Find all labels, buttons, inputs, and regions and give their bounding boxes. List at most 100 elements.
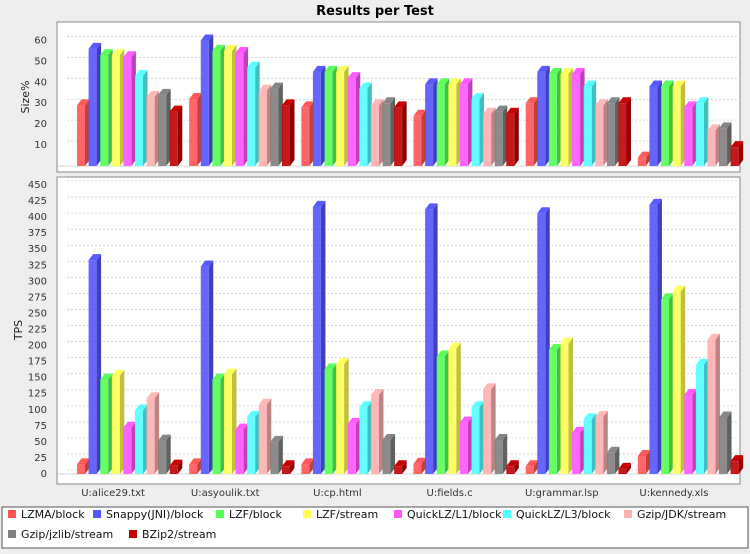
tps-bar bbox=[459, 416, 473, 474]
bar-top bbox=[258, 398, 272, 405]
bar-top bbox=[324, 65, 338, 72]
bar-side bbox=[533, 97, 539, 166]
size-bar bbox=[506, 107, 519, 166]
bar-side bbox=[614, 446, 620, 474]
bar-side bbox=[669, 80, 674, 166]
bar-top bbox=[548, 67, 562, 74]
bar-top bbox=[146, 392, 160, 399]
size-bar bbox=[88, 42, 102, 167]
bar-top bbox=[618, 97, 631, 104]
size-bar bbox=[595, 99, 608, 166]
size-bar bbox=[583, 80, 597, 166]
bar-side bbox=[289, 99, 295, 166]
bar-top bbox=[235, 47, 249, 54]
bar-top bbox=[719, 122, 732, 129]
bar-front bbox=[459, 422, 468, 474]
bar-side bbox=[556, 344, 562, 474]
tps-bar bbox=[312, 200, 326, 474]
bar-top bbox=[169, 105, 183, 112]
bar-front bbox=[77, 105, 85, 166]
tps-bar bbox=[548, 344, 562, 474]
bar-side bbox=[467, 416, 473, 474]
bar-side bbox=[320, 200, 326, 474]
bar-side bbox=[703, 97, 709, 166]
bar-side bbox=[738, 141, 744, 166]
bar-front bbox=[572, 432, 581, 474]
bar-top bbox=[212, 44, 225, 51]
bar-side bbox=[444, 350, 450, 474]
tps-bar bbox=[88, 254, 102, 474]
bar-side bbox=[390, 433, 396, 474]
bar-top bbox=[200, 34, 214, 41]
bar-front bbox=[672, 291, 681, 474]
bar-front bbox=[281, 105, 290, 166]
bar-front bbox=[436, 356, 445, 474]
bar-side bbox=[680, 285, 686, 474]
bar-side bbox=[514, 107, 519, 166]
bar-top bbox=[494, 433, 508, 440]
size-bar bbox=[459, 78, 473, 166]
bar-side bbox=[421, 109, 426, 166]
bar-top bbox=[347, 417, 361, 424]
bar-top bbox=[359, 82, 372, 89]
legend-entry: Gzip/JDK/stream bbox=[637, 508, 726, 521]
size-bar bbox=[471, 93, 484, 166]
bar-top bbox=[301, 458, 314, 465]
legend-swatch bbox=[8, 510, 16, 518]
bar-side bbox=[433, 78, 438, 166]
bar-side bbox=[243, 423, 249, 474]
tps-bar bbox=[135, 404, 148, 474]
bar-front bbox=[88, 260, 97, 474]
bar-top bbox=[606, 97, 620, 104]
bar-front bbox=[169, 111, 178, 166]
bar-front bbox=[100, 55, 109, 166]
bar-side bbox=[243, 47, 249, 167]
bar-front bbox=[77, 464, 85, 474]
bar-front bbox=[595, 105, 604, 166]
bar-side bbox=[355, 417, 361, 474]
bar-top bbox=[637, 450, 651, 457]
bar-top bbox=[158, 434, 171, 441]
tps-bar bbox=[77, 458, 90, 474]
bar-top bbox=[537, 65, 550, 72]
bar-side bbox=[727, 122, 732, 166]
tps-bar bbox=[595, 410, 608, 474]
bar-side bbox=[266, 398, 272, 474]
bar-side bbox=[278, 435, 283, 474]
tps-bar bbox=[425, 203, 438, 474]
bar-side bbox=[85, 99, 90, 166]
bar-side bbox=[154, 90, 160, 166]
bar-side bbox=[208, 34, 214, 166]
tps-bar bbox=[695, 358, 709, 474]
legend-swatch bbox=[624, 510, 632, 518]
bar-front bbox=[506, 466, 515, 474]
tps-bar bbox=[301, 458, 314, 474]
legend-entry: BZip2/stream bbox=[142, 528, 216, 541]
bar-side bbox=[626, 462, 631, 474]
size-bar bbox=[212, 44, 225, 166]
size-bar bbox=[158, 88, 171, 166]
bar-front bbox=[719, 128, 728, 166]
bar-front bbox=[548, 73, 557, 166]
bar-top bbox=[394, 101, 407, 108]
bar-top bbox=[135, 404, 148, 411]
bar-front bbox=[483, 113, 492, 166]
bar-top bbox=[158, 88, 171, 95]
bar-side bbox=[143, 404, 148, 474]
bar-top bbox=[347, 72, 361, 79]
bar-top bbox=[730, 141, 744, 148]
bar-front bbox=[471, 407, 480, 474]
bar-front bbox=[637, 456, 646, 474]
bar-top bbox=[425, 78, 438, 85]
bar-top bbox=[100, 373, 113, 380]
size-bar bbox=[347, 72, 361, 166]
size-bar bbox=[100, 49, 113, 166]
tps-tick-label: 350 bbox=[28, 244, 47, 255]
tps-bar bbox=[618, 462, 631, 474]
bar-front bbox=[336, 364, 345, 474]
tps-tick-label: 50 bbox=[34, 437, 47, 448]
bar-side bbox=[514, 460, 519, 474]
bar-top bbox=[707, 124, 720, 131]
size-bar bbox=[336, 65, 349, 166]
bar-front bbox=[281, 466, 290, 474]
